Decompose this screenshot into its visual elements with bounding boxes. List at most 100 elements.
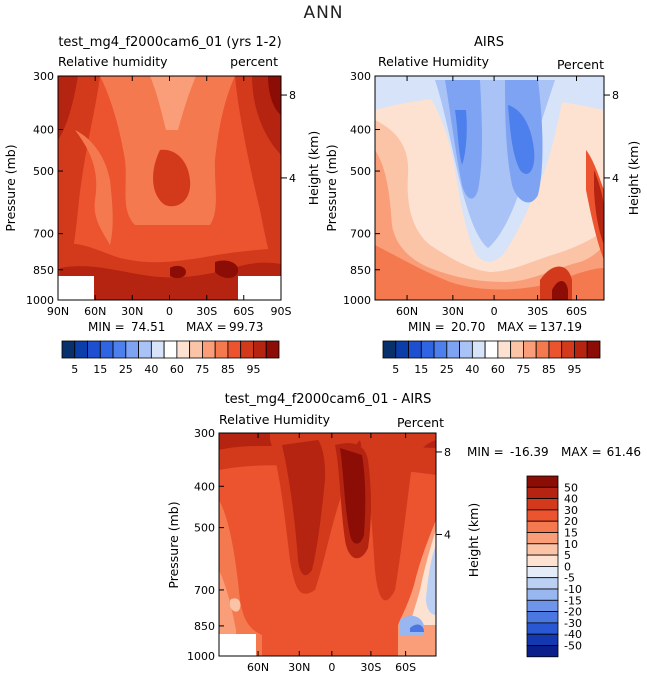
min-label: MIN = <box>408 320 445 334</box>
y2-tick-label: 8 <box>289 89 296 102</box>
colorbar-box <box>526 554 559 567</box>
colorbar-label: 85 <box>542 363 556 376</box>
colorbar-box <box>408 340 422 359</box>
colorbar-box <box>61 340 76 359</box>
colorbar-model: 5 15 25 40 60 75 85 95 <box>61 340 280 376</box>
colorbar-box <box>446 340 460 359</box>
field-contour <box>426 545 436 615</box>
colorbar-box <box>526 622 559 635</box>
field-contour <box>268 76 281 115</box>
colorbar-label: 25 <box>119 363 133 376</box>
y-tick-label: 500 <box>350 165 371 178</box>
colorbar-box <box>523 340 537 359</box>
panel-obs-axes: 60N 30N 0 30S 60S 300 400 500 700 850 1000 8 4 <box>343 70 619 318</box>
y2-tick-label: 8 <box>612 89 619 102</box>
x-tick-label: 60S <box>233 305 254 318</box>
panel-diff-subtitle-right: Percent <box>397 415 444 430</box>
colorbar-label: 5 <box>71 363 78 376</box>
y2-tick-label: 8 <box>444 446 451 459</box>
max-value: 61.46 <box>607 445 641 459</box>
y2-tick-label: 4 <box>612 172 619 185</box>
colorbar-box <box>526 588 559 601</box>
field-contour <box>508 105 535 174</box>
y-tick-label: 500 <box>194 522 215 535</box>
panel-diff-field <box>219 433 436 656</box>
colorbar-label: -15 <box>564 594 582 607</box>
field-contour <box>455 110 467 165</box>
min-value: -16.39 <box>510 445 549 459</box>
panel-model-axes: 90N 60N 30N 0 30S 60S 90S 300 400 500 700 850 1000 8 4 <box>26 70 296 318</box>
min-value: 74.51 <box>131 320 165 334</box>
colorbar-label: 60 <box>170 363 184 376</box>
max-value: 99.73 <box>229 320 263 334</box>
colorbar-box <box>526 566 559 579</box>
panel-obs-title: AIRS <box>474 35 504 50</box>
y-tick-label: 850 <box>194 620 215 633</box>
y-tick-label: 1000 <box>26 294 54 307</box>
missing-data-mask <box>238 276 281 300</box>
colorbar-box <box>176 340 191 359</box>
x-tick-label: 60N <box>396 305 418 318</box>
colorbar-box <box>526 509 559 522</box>
y-tick-label: 300 <box>194 427 215 440</box>
colorbar-box <box>510 340 524 359</box>
field-contour <box>586 150 604 260</box>
panel-model: test_mg4_f2000cam6_01 (yrs 1-2) Relative… <box>3 35 321 376</box>
field-contour <box>340 448 366 544</box>
colorbar-label: 50 <box>564 481 578 494</box>
colorbar-box <box>395 340 409 359</box>
colorbar-label: 10 <box>564 538 578 551</box>
panel-model-subtitle-left: Relative humidity <box>58 54 168 69</box>
field-contour <box>552 281 568 300</box>
min-value: 20.70 <box>451 320 485 334</box>
colorbar-box <box>227 340 242 359</box>
y-tick-label: 850 <box>33 264 54 277</box>
x-tick-label: 90N <box>47 305 69 318</box>
colorbar-box <box>526 520 559 533</box>
panel-obs: AIRS Relative Humidity Percent 60N 30N 0 30… <box>324 35 641 376</box>
x-tick-label: 0 <box>491 305 498 318</box>
colorbar-box <box>526 633 559 646</box>
colorbar-box <box>253 340 267 359</box>
colorbar-label: 95 <box>567 363 581 376</box>
y-tick-label: 1000 <box>187 650 215 663</box>
min-label: MIN = <box>467 445 504 459</box>
field-contour <box>282 440 326 576</box>
y-tick-label: 400 <box>350 124 371 137</box>
y2-tick-label: 4 <box>444 528 451 541</box>
max-label: MAX = <box>497 320 538 334</box>
colorbar-label: -10 <box>564 583 582 596</box>
colorbar-label: 40 <box>144 363 158 376</box>
y2-tick-label: 4 <box>289 172 296 185</box>
colorbar-box <box>112 340 127 359</box>
field-contour <box>58 76 78 140</box>
colorbar-obs: 5 15 25 40 60 75 85 95 <box>382 340 601 376</box>
x-tick-label: 60S <box>395 661 416 674</box>
panel-obs-field <box>375 76 604 300</box>
field-contour <box>170 265 186 279</box>
colorbar-box <box>526 475 559 488</box>
field-contour <box>375 120 604 300</box>
x-tick-label: 30N <box>442 305 464 318</box>
max-value: 137.19 <box>540 320 582 334</box>
colorbar-box <box>484 340 499 359</box>
colorbar-box <box>497 340 512 359</box>
colorbar-box <box>526 498 559 511</box>
panel-model-field <box>58 76 281 300</box>
colorbar-label: 15 <box>414 363 428 376</box>
panel-model-stats: MIN = 74.51 MAX = 99.73 <box>88 320 263 334</box>
colorbar-box <box>586 340 601 359</box>
y-tick-label: 400 <box>33 124 54 137</box>
colorbar-label: 5 <box>564 549 571 562</box>
colorbar-box <box>87 340 101 359</box>
colorbar-box <box>548 340 563 359</box>
x-tick-label: 60N <box>84 305 106 318</box>
field-contour <box>153 149 191 207</box>
colorbar-box <box>138 340 152 359</box>
field-contour <box>75 130 113 245</box>
panel-obs-stats: MIN = 20.70 MAX = 137.19 <box>408 320 582 334</box>
colorbar-label: 0 <box>564 560 571 573</box>
panel-diff-ylabel: Pressure (mb) <box>166 501 181 588</box>
y-tick-label: 700 <box>194 584 215 597</box>
